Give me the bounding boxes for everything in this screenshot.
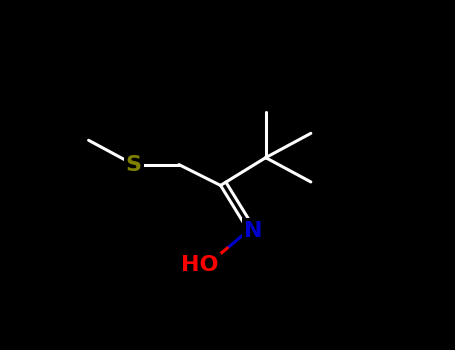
Text: S: S [126, 155, 142, 175]
Text: HO: HO [181, 255, 218, 275]
Text: N: N [244, 220, 263, 240]
